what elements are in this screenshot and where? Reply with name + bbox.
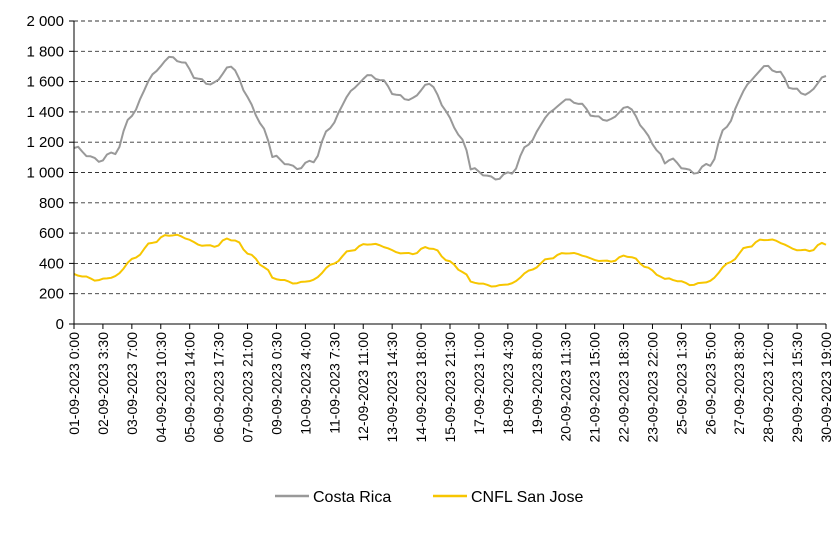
x-tick-label: 09-09-2023 0:30 bbox=[268, 332, 284, 435]
x-tick-label: 14-09-2023 18:00 bbox=[413, 332, 429, 443]
x-tick-label: 01-09-2023 0:00 bbox=[66, 332, 82, 435]
series-line-cnfl-san-jose bbox=[73, 233, 827, 288]
y-tick-label: 0 bbox=[56, 316, 64, 333]
x-tick-label: 04-09-2023 10:30 bbox=[153, 332, 169, 443]
x-axis-tick-labels: 01-09-2023 0:00 02-09-2023 3:30 03-09-2023… bbox=[66, 332, 834, 443]
y-tick-label: 1 200 bbox=[26, 134, 64, 151]
y-tick-label: 1 400 bbox=[26, 104, 64, 121]
x-tick-label: 20-09-2023 11:30 bbox=[558, 332, 574, 442]
x-tick-label: 12-09-2023 11:00 bbox=[355, 332, 371, 442]
x-tick-label: 27-09-2023 8:30 bbox=[731, 332, 747, 435]
legend-label-cnfl-san-jose: CNFL San Jose bbox=[471, 489, 583, 506]
x-tick-label: 13-09-2023 14:30 bbox=[384, 332, 400, 443]
x-tick-label: 07-09-2023 21:00 bbox=[240, 332, 256, 443]
y-tick-label: 800 bbox=[39, 195, 64, 212]
x-tick-label: 18-09-2023 4:30 bbox=[500, 332, 516, 435]
x-tick-label: 26-09-2023 5:00 bbox=[702, 332, 718, 435]
legend: Costa Rica CNFL San Jose bbox=[275, 489, 583, 506]
series-line-costa-rica bbox=[73, 55, 827, 181]
legend-label-costa-rica: Costa Rica bbox=[313, 489, 391, 506]
x-tick-label: 30-09-2023 19:00 bbox=[818, 332, 834, 443]
x-tick-label: 06-09-2023 17:30 bbox=[211, 332, 227, 443]
y-axis-tick-labels: 0 200 400 600 800 1 000 1 200 1 400 1 600 1 800 2 … bbox=[26, 13, 64, 333]
y-tick-label: 400 bbox=[39, 255, 64, 272]
gridlines bbox=[69, 20, 827, 329]
axes bbox=[73, 21, 826, 325]
x-tick-label: 03-09-2023 7:00 bbox=[124, 332, 140, 435]
y-tick-label: 2 000 bbox=[26, 13, 64, 30]
x-tick-label: 28-09-2023 12:00 bbox=[760, 332, 776, 443]
x-tick-label: 02-09-2023 3:30 bbox=[95, 332, 111, 435]
x-tick-label: 05-09-2023 14:00 bbox=[182, 332, 198, 443]
x-tick-label: 17-09-2023 1:00 bbox=[471, 332, 487, 435]
y-tick-label: 600 bbox=[39, 225, 64, 242]
y-tick-label: 200 bbox=[39, 286, 64, 303]
x-tick-label: 15-09-2023 21:30 bbox=[442, 332, 458, 443]
y-tick-label: 1 000 bbox=[26, 165, 64, 182]
series-lines bbox=[73, 55, 827, 288]
x-tick-label: 29-09-2023 15:30 bbox=[789, 332, 805, 443]
y-tick-label: 1 800 bbox=[26, 43, 64, 60]
x-tick-label: 19-09-2023 8:00 bbox=[529, 332, 545, 435]
x-tick-label: 25-09-2023 1:30 bbox=[673, 332, 689, 435]
x-tick-label: 23-09-2023 22:00 bbox=[644, 332, 660, 443]
x-tick-label: 11-09-2023 7:30 bbox=[326, 332, 342, 434]
x-tick-label: 10-09-2023 4:00 bbox=[297, 332, 313, 435]
x-tick-label: 21-09-2023 15:00 bbox=[587, 332, 603, 443]
x-tick-label: 22-09-2023 18:30 bbox=[616, 332, 632, 443]
y-tick-label: 1 600 bbox=[26, 74, 64, 91]
